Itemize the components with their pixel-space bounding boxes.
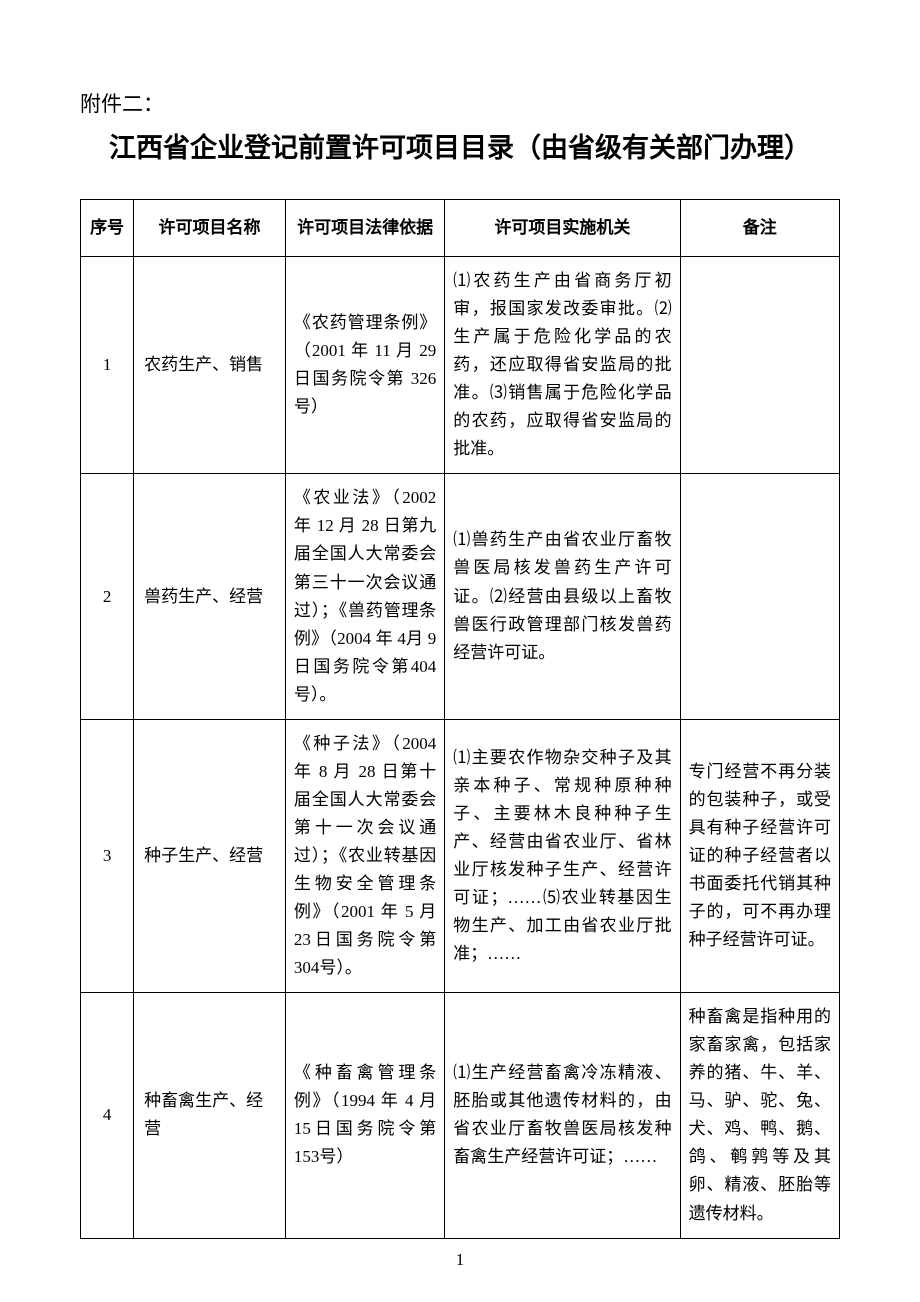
cell-legal-basis: 《农药管理条例》（2001 年 11 月 29日国务院令第 326号） [285, 257, 444, 474]
permit-table: 序号 许可项目名称 许可项目法律依据 许可项目实施机关 备注 1 农药生产、销售… [80, 199, 840, 1239]
cell-authority: ⑴农药生产由省商务厅初审，报国家发改委审批。⑵生产属于危险化学品的农药，还应取得… [445, 257, 680, 474]
cell-index: 3 [81, 719, 134, 992]
cell-index: 4 [81, 993, 134, 1238]
cell-legal-basis: 《种子法》（2004年 8 月 28 日第十届全国人大常委会第十一次会议通过）；… [285, 719, 444, 992]
table-row: 3 种子生产、经营 《种子法》（2004年 8 月 28 日第十届全国人大常委会… [81, 719, 840, 992]
table-row: 4 种畜禽生产、经营 《种畜禽管理条例》（1994 年 4 月 15日国务院令第… [81, 993, 840, 1238]
cell-note [680, 474, 839, 719]
cell-index: 2 [81, 474, 134, 719]
cell-authority: ⑴主要农作物杂交种子及其亲本种子、常规种原种种子、主要林木良种种子生产、经营由省… [445, 719, 680, 992]
cell-note: 专门经营不再分装的包装种子，或受具有种子经营许可证的种子经营者以书面委托代销其种… [680, 719, 839, 992]
cell-authority: ⑴生产经营畜禽冷冻精液、胚胎或其他遗传材料的，由省农业厅畜牧兽医局核发种畜禽生产… [445, 993, 680, 1238]
cell-project-name: 种畜禽生产、经营 [134, 993, 286, 1238]
col-legal-basis: 许可项目法律依据 [285, 200, 444, 257]
cell-project-name: 种子生产、经营 [134, 719, 286, 992]
document-title: 江西省企业登记前置许可项目目录（由省级有关部门办理） [80, 126, 840, 165]
cell-legal-basis: 《农业法》（2002年 12 月 28 日第九届全国人大常委会第三十一次会议通过… [285, 474, 444, 719]
col-project-name: 许可项目名称 [134, 200, 286, 257]
col-index: 序号 [81, 200, 134, 257]
col-note: 备注 [680, 200, 839, 257]
document-page: 附件二： 江西省企业登记前置许可项目目录（由省级有关部门办理） 序号 许可项目名… [0, 0, 920, 1239]
cell-authority: ⑴兽药生产由省农业厅畜牧兽医局核发兽药生产许可证。⑵经营由县级以上畜牧兽医行政管… [445, 474, 680, 719]
cell-project-name: 农药生产、销售 [134, 257, 286, 474]
cell-index: 1 [81, 257, 134, 474]
table-row: 2 兽药生产、经营 《农业法》（2002年 12 月 28 日第九届全国人大常委… [81, 474, 840, 719]
cell-legal-basis: 《种畜禽管理条例》（1994 年 4 月 15日国务院令第 153号） [285, 993, 444, 1238]
col-authority: 许可项目实施机关 [445, 200, 680, 257]
page-number: 1 [0, 1250, 920, 1270]
table-header-row: 序号 许可项目名称 许可项目法律依据 许可项目实施机关 备注 [81, 200, 840, 257]
attachment-label: 附件二： [80, 88, 840, 118]
cell-project-name: 兽药生产、经营 [134, 474, 286, 719]
table-row: 1 农药生产、销售 《农药管理条例》（2001 年 11 月 29日国务院令第 … [81, 257, 840, 474]
cell-note: 种畜禽是指种用的家畜家禽，包括家养的猪、牛、羊、马、驴、驼、兔、犬、鸡、鸭、鹅、… [680, 993, 839, 1238]
cell-note [680, 257, 839, 474]
